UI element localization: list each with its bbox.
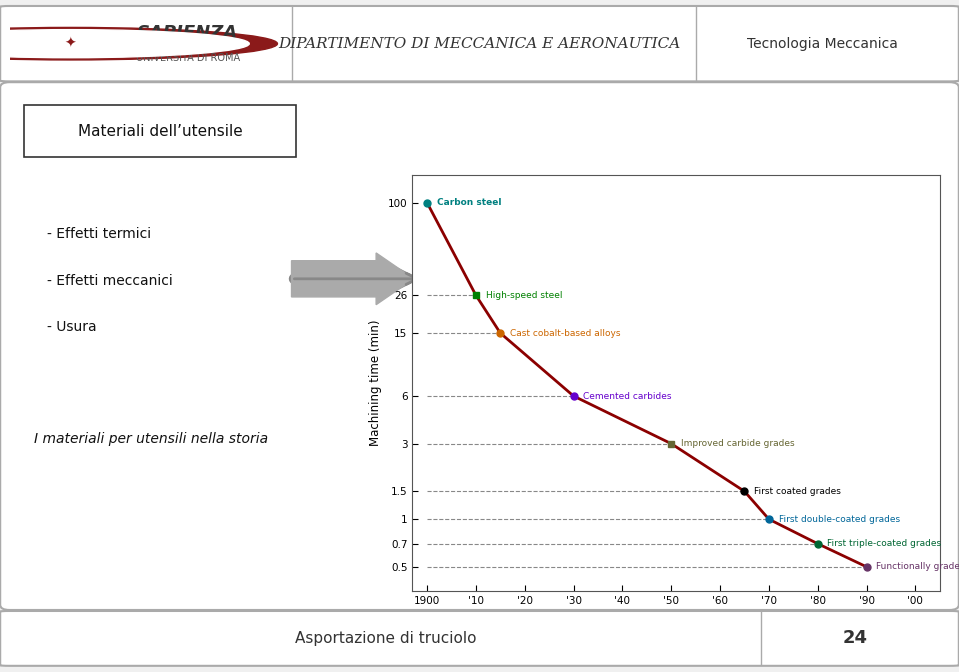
Text: Functionally graded triple-coated: Functionally graded triple-coated bbox=[877, 562, 959, 571]
Text: UNIVERSITÀ DI ROMA: UNIVERSITÀ DI ROMA bbox=[136, 54, 241, 63]
Text: Asportazione di truciolo: Asportazione di truciolo bbox=[294, 631, 477, 646]
Text: - Effetti termici: - Effetti termici bbox=[47, 227, 152, 241]
Y-axis label: Machining time (min): Machining time (min) bbox=[369, 320, 383, 446]
Text: DIPARTIMENTO DI MECCANICA E AERONAUTICA: DIPARTIMENTO DI MECCANICA E AERONAUTICA bbox=[278, 37, 681, 50]
FancyBboxPatch shape bbox=[0, 611, 959, 666]
Circle shape bbox=[0, 28, 277, 60]
Circle shape bbox=[0, 30, 249, 58]
Text: 24: 24 bbox=[843, 630, 868, 647]
FancyBboxPatch shape bbox=[24, 106, 296, 157]
Text: - Durezza alta temperatura: - Durezza alta temperatura bbox=[460, 201, 650, 215]
Text: ✦: ✦ bbox=[65, 37, 77, 50]
Text: I materiali per utensili nella storia: I materiali per utensili nella storia bbox=[34, 432, 268, 446]
FancyArrowPatch shape bbox=[294, 270, 408, 287]
Text: First double-coated grades: First double-coated grades bbox=[779, 515, 900, 523]
Text: - Elevata resistenza meccanica statica
  e dinamica ad alta temperatura: - Elevata resistenza meccanica statica e… bbox=[460, 253, 728, 283]
Text: Carbon steel: Carbon steel bbox=[436, 198, 502, 207]
Text: Cast cobalt-based alloys: Cast cobalt-based alloys bbox=[510, 329, 620, 337]
Text: - Effetti meccanici: - Effetti meccanici bbox=[47, 274, 173, 288]
Text: SAPIENZA: SAPIENZA bbox=[136, 24, 238, 42]
FancyBboxPatch shape bbox=[0, 82, 959, 610]
Text: First triple-coated grades: First triple-coated grades bbox=[828, 539, 942, 548]
Text: High-speed steel: High-speed steel bbox=[485, 291, 562, 300]
Text: - Resistenza all’abrasione: - Resistenza all’abrasione bbox=[460, 304, 638, 319]
FancyArrowPatch shape bbox=[294, 267, 420, 290]
Text: Cemented carbides: Cemented carbides bbox=[583, 392, 672, 401]
Text: First coated grades: First coated grades bbox=[754, 487, 841, 496]
X-axis label: Year: Year bbox=[663, 612, 690, 625]
Text: Tecnologia Meccanica: Tecnologia Meccanica bbox=[747, 37, 898, 50]
Text: Materiali dell’utensile: Materiali dell’utensile bbox=[78, 124, 243, 139]
Text: - Usura: - Usura bbox=[47, 321, 97, 334]
FancyArrow shape bbox=[292, 253, 413, 304]
FancyBboxPatch shape bbox=[0, 6, 959, 81]
Text: Improved carbide grades: Improved carbide grades bbox=[681, 439, 795, 448]
